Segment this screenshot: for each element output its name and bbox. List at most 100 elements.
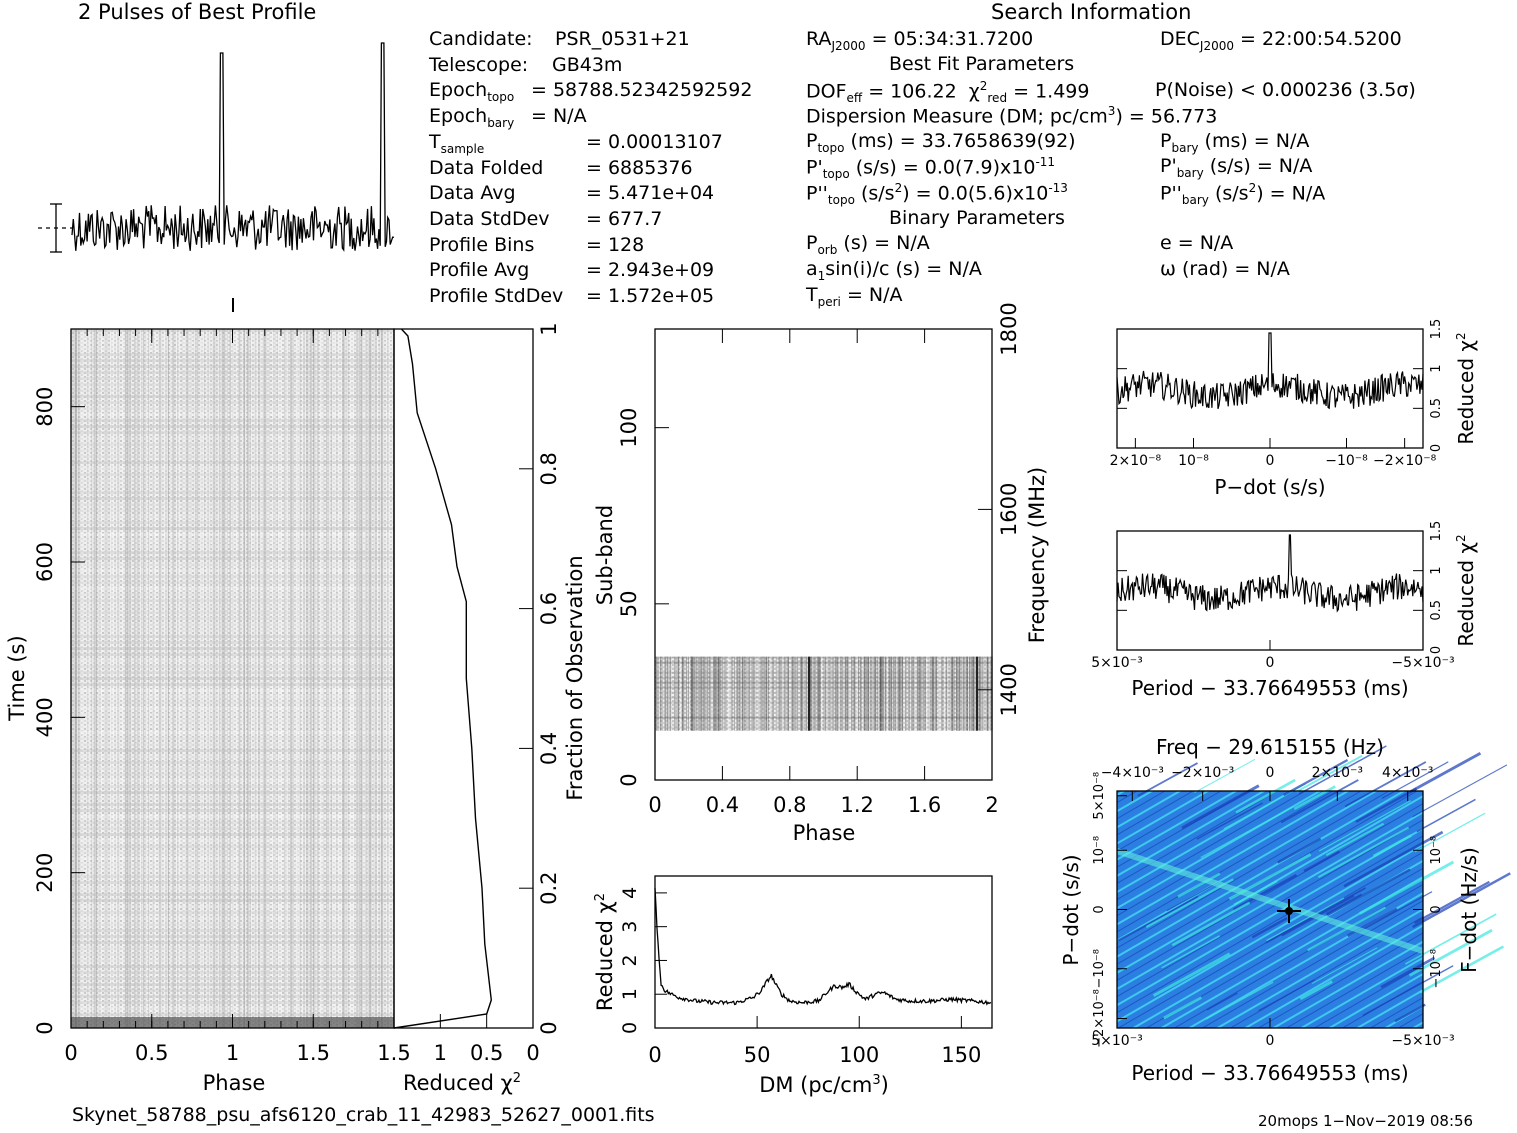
time-band <box>71 623 394 626</box>
time-band <box>71 377 394 380</box>
subband-streak <box>881 656 883 731</box>
phase-streak <box>356 329 358 1028</box>
y-tick-label: 50 <box>617 590 641 617</box>
time-band <box>71 383 394 386</box>
phase-streak <box>138 329 140 1028</box>
pulse-stripe <box>976 656 978 731</box>
y-tick-label: 0 <box>1429 646 1444 654</box>
subband-streak <box>970 656 972 731</box>
phase-streak <box>314 329 316 1028</box>
map-ridge <box>1343 830 1444 888</box>
tperi-line: Tperi = N/A <box>806 284 903 309</box>
phase-streak <box>133 329 135 1028</box>
phase-streak <box>195 329 197 1028</box>
subband-streak <box>767 656 769 731</box>
phase-streak <box>221 329 223 1028</box>
subband-streak <box>987 656 989 731</box>
subband-streak <box>951 656 953 731</box>
phase-streak <box>264 329 266 1028</box>
subband-streak <box>867 656 869 731</box>
map-ridge <box>1412 764 1508 818</box>
phase-streak <box>346 329 348 1028</box>
subband-streak <box>947 656 949 731</box>
subband-streak <box>719 656 721 731</box>
phase-streak <box>76 329 78 1028</box>
tperi-sub: peri <box>817 294 841 309</box>
subband-streak <box>863 656 865 731</box>
subband-streak <box>721 656 723 731</box>
subband-streak <box>846 656 848 731</box>
subband-streak <box>838 656 840 731</box>
subband-streak <box>873 656 875 731</box>
phase-streak <box>331 329 333 1028</box>
phase-streak <box>232 329 234 1028</box>
phase-streak <box>284 329 286 1028</box>
pddtopo-line: P''topo (s/s2) = 0.0(5.6)x10-13 <box>806 181 1068 207</box>
phase-time-heatmap <box>70 328 395 1029</box>
candidate-label-text: Telescope: <box>429 53 529 76</box>
phase-streak <box>93 329 95 1028</box>
phase-streak <box>248 329 250 1028</box>
time-band <box>71 641 394 644</box>
subband-row <box>655 661 992 664</box>
phase-streak <box>117 329 119 1028</box>
subband-streak <box>864 656 866 731</box>
phase-streak <box>201 329 203 1028</box>
ra-label: RA <box>806 28 832 50</box>
subband-streak <box>971 656 973 731</box>
subband-row <box>655 706 992 709</box>
phase-streak <box>241 329 243 1028</box>
time-band <box>71 695 394 698</box>
subband-streak <box>942 656 944 731</box>
phase-streak <box>255 329 257 1028</box>
x-tick-label: 0.5 <box>135 1041 168 1065</box>
porb-sub: orb <box>817 242 838 257</box>
candidate-value: = 1.572e+05 <box>586 285 715 307</box>
subband-streak <box>902 656 904 731</box>
subband-row <box>655 671 992 674</box>
subband-streak <box>816 656 818 731</box>
x-tick-label: −5×10⁻³ <box>1391 655 1454 671</box>
subband-streak <box>693 656 695 731</box>
subband-streak <box>713 656 715 731</box>
subband-streak <box>791 656 793 731</box>
subband-streak <box>709 656 711 731</box>
phase-streak <box>160 329 162 1028</box>
x-tick-label: 5×10⁻³ <box>1091 655 1142 671</box>
subband-row <box>655 726 992 729</box>
subband-streak <box>969 656 971 731</box>
map-ridge <box>1318 800 1411 852</box>
phase-streak <box>247 329 249 1028</box>
candidate-value: PSR_0531+21 <box>555 28 690 50</box>
time-band <box>71 611 394 614</box>
subband-streak <box>853 656 855 731</box>
subband-streak <box>907 656 909 731</box>
time-band <box>71 557 394 560</box>
y-tick-label: 0.5 <box>1429 398 1444 419</box>
subband-streak <box>674 656 676 731</box>
phase-streak <box>246 329 248 1028</box>
map-ridge <box>1152 952 1231 997</box>
time-band <box>71 713 394 716</box>
phase-streak <box>367 329 369 1028</box>
subband-streak <box>736 656 738 731</box>
phase-streak <box>380 329 382 1028</box>
subband-streak <box>927 656 929 731</box>
subband-streak <box>766 656 768 731</box>
phase-streak <box>220 329 222 1028</box>
phase-streak <box>107 329 109 1028</box>
phase-streak <box>320 329 322 1028</box>
phase-streak <box>197 329 199 1028</box>
subband-streak <box>964 656 966 731</box>
phase-streak <box>252 329 254 1028</box>
subband-streak <box>765 656 767 731</box>
phase-streak <box>284 329 286 1028</box>
phase-streak <box>176 329 178 1028</box>
subband-streak <box>865 656 867 731</box>
phase-streak <box>76 329 78 1028</box>
phase-streak <box>216 329 218 1028</box>
phase-streak <box>185 329 187 1028</box>
subband-streak <box>901 656 903 731</box>
map-ridge <box>1414 812 1486 853</box>
time-band <box>71 659 394 662</box>
